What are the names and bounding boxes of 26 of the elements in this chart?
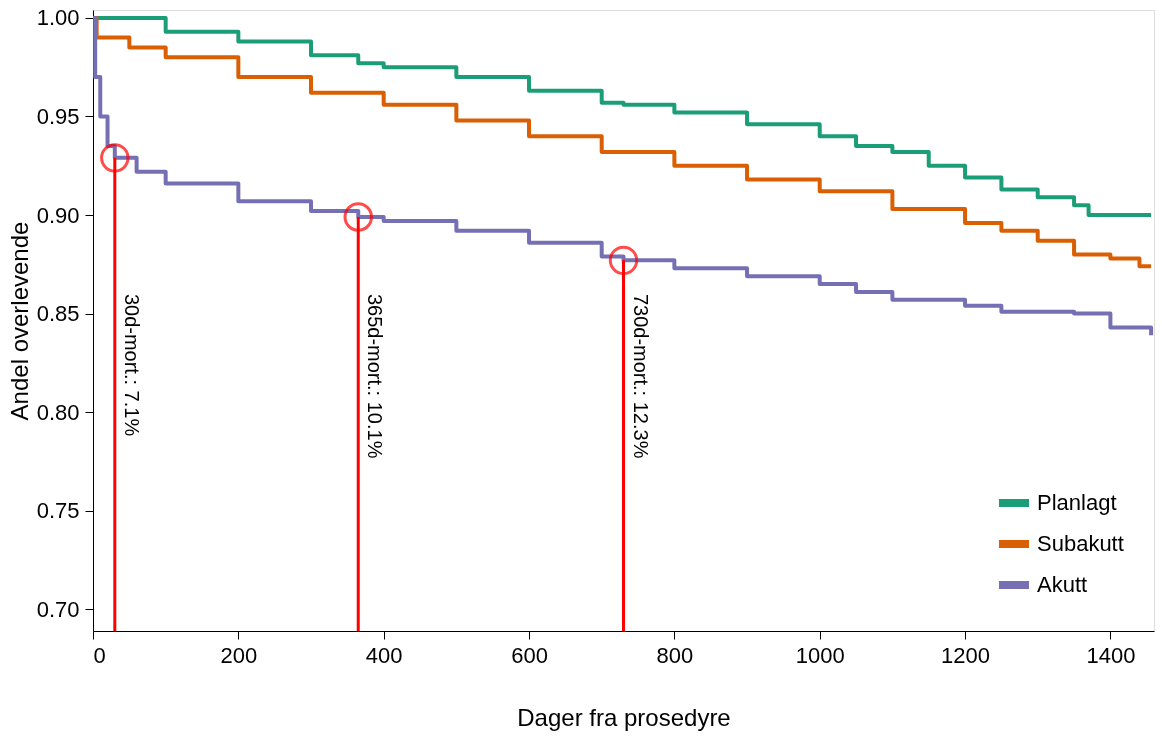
x-tick-label: 0: [93, 642, 106, 668]
y-tick-label: 0.70: [36, 596, 80, 622]
legend-label: Akutt: [1037, 572, 1088, 597]
x-tick-label: 1000: [795, 642, 845, 668]
y-axis-title: Andel overlevende: [5, 221, 33, 421]
x-tick-label: 1200: [941, 642, 991, 668]
point: [608, 245, 639, 276]
x-tick-label: 1400: [1086, 642, 1136, 668]
x-axis-title: Dager fra prosedyre: [517, 703, 731, 731]
x-tick-label: 400: [365, 642, 403, 668]
y-tick-label: 0.75: [36, 498, 80, 524]
y-tick-label: 0.95: [36, 103, 80, 129]
legend-label: Subakutt: [1037, 531, 1124, 556]
x-tick-label: 600: [511, 642, 548, 668]
y-tick-label: 0.80: [36, 399, 80, 425]
point: [100, 143, 130, 173]
annotation: 365d-mort.: 10.1%: [364, 293, 387, 459]
y-tick-label: 0.90: [36, 202, 80, 228]
legend-label: Planlagt: [1037, 490, 1117, 515]
x-tick-label: 800: [656, 642, 694, 668]
annotation: 730d-mort.: 12.3%: [629, 293, 652, 459]
y-tick-label: 1.00: [36, 5, 80, 31]
annotation: 30d-mort.: 7.1%: [120, 293, 143, 437]
y-tick-label: 0.85: [36, 301, 80, 327]
x-tick-label: 200: [220, 642, 258, 668]
point: [343, 202, 373, 232]
